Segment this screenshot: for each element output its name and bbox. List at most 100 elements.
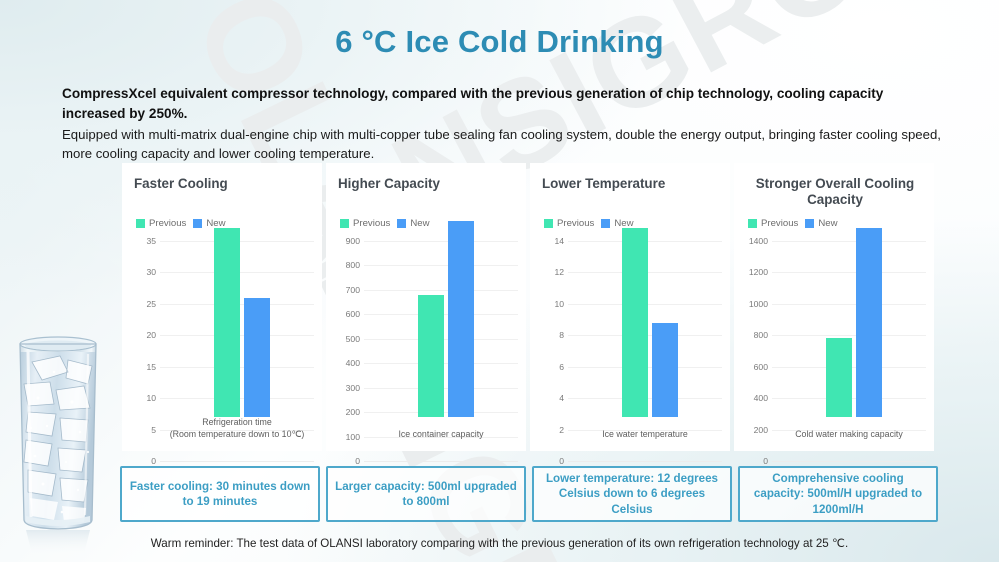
- legend-item-new[interactable]: New: [397, 218, 430, 229]
- legend-swatch-new-icon: [601, 219, 611, 228]
- chart-card: Faster Cooling Previous New 0 5 10 15 20 25 30 35 R…: [122, 163, 322, 466]
- legend-label-previous: Previous: [353, 218, 391, 229]
- caption-box: Lower temperature: 12 degrees Celsius do…: [532, 466, 732, 522]
- caption-box: Faster cooling: 30 minutes down to 19 mi…: [120, 466, 320, 522]
- gridline: [364, 461, 518, 462]
- y-axis-tick-label: 4: [559, 393, 564, 404]
- gridline: [568, 429, 722, 431]
- y-axis-tick-label: 0: [151, 456, 156, 466]
- intro-headline: CompressXcel equivalent compressor techn…: [62, 86, 884, 122]
- y-axis-tick-label: 0: [763, 456, 768, 466]
- legend-item-new[interactable]: New: [601, 218, 634, 229]
- legend-item-new[interactable]: New: [193, 218, 226, 229]
- y-axis-tick-label: 800: [753, 330, 768, 341]
- legend-swatch-new-icon: [805, 219, 815, 228]
- x-axis-label-line: Ice water temperature: [602, 429, 688, 440]
- legend-item-previous[interactable]: Previous: [544, 218, 594, 229]
- chart-bars: [568, 228, 722, 417]
- bar-new[interactable]: [652, 322, 678, 417]
- chart-plot-area: 0 200 400 600 800 1000 1200 1400 Cold water maki…: [746, 228, 926, 466]
- captions-row: Faster cooling: 30 minutes down to 19 mi…: [120, 466, 938, 522]
- y-axis-tick-label: 10: [554, 298, 564, 309]
- legend-label-new: New: [614, 218, 634, 229]
- x-axis-label: Refrigeration time (Room temperature down…: [160, 417, 314, 441]
- y-axis-tick-label: 1400: [748, 236, 768, 246]
- y-axis-tick-label: 200: [345, 407, 360, 418]
- legend-swatch-previous-icon: [136, 219, 145, 228]
- y-axis-tick-label: 15: [146, 361, 156, 372]
- chart-plot-area: 0 100 200 300 400 500 600 700 800 900 Ice containe…: [338, 221, 518, 466]
- bar-previous[interactable]: [826, 338, 852, 417]
- chart-plot-area: 0 2 4 6 8 10 12 14 Ice water temperature: [542, 228, 722, 466]
- y-axis-tick-label: 500: [345, 333, 360, 344]
- chart-plot-area: 0 5 10 15 20 25 30 35 Refrigeration time (Room te…: [134, 228, 314, 466]
- chart-title: Faster Cooling: [134, 176, 228, 191]
- y-axis-tick-label: 600: [753, 361, 768, 372]
- y-axis-tick-label: 35: [146, 236, 156, 246]
- gridline: [364, 289, 518, 291]
- bar-new[interactable]: [244, 297, 270, 417]
- legend-swatch-previous-icon: [544, 219, 553, 228]
- y-axis-tick-label: 1200: [748, 267, 768, 278]
- gridline: [772, 303, 926, 305]
- y-axis-tick-label: 2: [559, 424, 564, 435]
- gridline: [772, 272, 926, 274]
- caption-box: Larger capacity: 500ml upgraded to 800ml: [326, 466, 526, 522]
- legend-item-new[interactable]: New: [805, 218, 838, 229]
- x-axis-label: Ice container capacity: [364, 429, 518, 441]
- chart-bars: [364, 221, 518, 417]
- caption-box: Comprehensive cooling capacity: 500ml/H …: [738, 466, 938, 522]
- y-axis-tick-label: 0: [559, 456, 564, 466]
- gridline: [364, 241, 518, 242]
- y-axis-tick-label: 400: [753, 393, 768, 404]
- chart-title: Stronger Overall Cooling Capacity: [755, 176, 915, 207]
- x-axis-label-line: (Room temperature down to 10℃): [169, 429, 305, 440]
- y-axis-tick-label: 20: [146, 330, 156, 341]
- y-axis-tick-label: 8: [559, 330, 564, 341]
- chart-legend: Previous New: [134, 218, 312, 229]
- x-axis-label-line: Cold water making capacity: [795, 429, 903, 440]
- y-axis-tick-label: 900: [345, 236, 360, 246]
- y-axis-tick-label: 14: [554, 236, 564, 246]
- bar-new[interactable]: [856, 228, 882, 417]
- y-axis-tick-label: 800: [345, 260, 360, 271]
- chart-card: Stronger Overall Cooling Capacity Previou…: [734, 163, 934, 466]
- legend-label-new: New: [410, 218, 430, 229]
- chart-title: Higher Capacity: [338, 176, 440, 191]
- legend-label-new: New: [206, 218, 226, 229]
- gridline: [160, 429, 314, 431]
- bar-previous[interactable]: [418, 294, 444, 417]
- legend-swatch-new-icon: [397, 219, 407, 228]
- gridline: [772, 241, 926, 242]
- bar-new[interactable]: [448, 221, 474, 417]
- y-axis-tick-label: 600: [345, 309, 360, 320]
- page-title: 6 °C Ice Cold Drinking: [335, 24, 664, 59]
- gridline: [772, 429, 926, 431]
- chart-legend: Previous New: [542, 218, 720, 229]
- legend-item-previous[interactable]: Previous: [136, 218, 186, 229]
- y-axis-tick-label: 10: [146, 393, 156, 404]
- legend-swatch-new-icon: [193, 219, 203, 228]
- y-axis-tick-label: 200: [753, 424, 768, 435]
- y-axis-tick-label: 6: [559, 361, 564, 372]
- x-axis-label: Ice water temperature: [568, 429, 722, 441]
- gridline: [364, 265, 518, 267]
- chart-card: Lower Temperature Previous New 0 2 4 6 8 10 12 14 I…: [530, 163, 730, 466]
- y-axis-tick-label: 300: [345, 382, 360, 393]
- chart-bars: [160, 228, 314, 417]
- bar-previous[interactable]: [214, 228, 240, 417]
- y-axis-tick-label: 700: [345, 284, 360, 295]
- chart-legend: Previous New: [746, 218, 924, 229]
- gridline: [160, 461, 314, 462]
- legend-item-previous[interactable]: Previous: [748, 218, 798, 229]
- bar-previous[interactable]: [622, 228, 648, 417]
- legend-label-previous: Previous: [761, 218, 799, 229]
- legend-item-previous[interactable]: Previous: [340, 218, 390, 229]
- glass-of-ice-water-image: [2, 332, 114, 558]
- y-axis-tick-label: 30: [146, 267, 156, 278]
- y-axis-tick-label: 12: [554, 267, 564, 278]
- x-axis-label: Cold water making capacity: [772, 429, 926, 441]
- legend-label-new: New: [818, 218, 838, 229]
- y-axis-tick-label: 100: [345, 431, 360, 442]
